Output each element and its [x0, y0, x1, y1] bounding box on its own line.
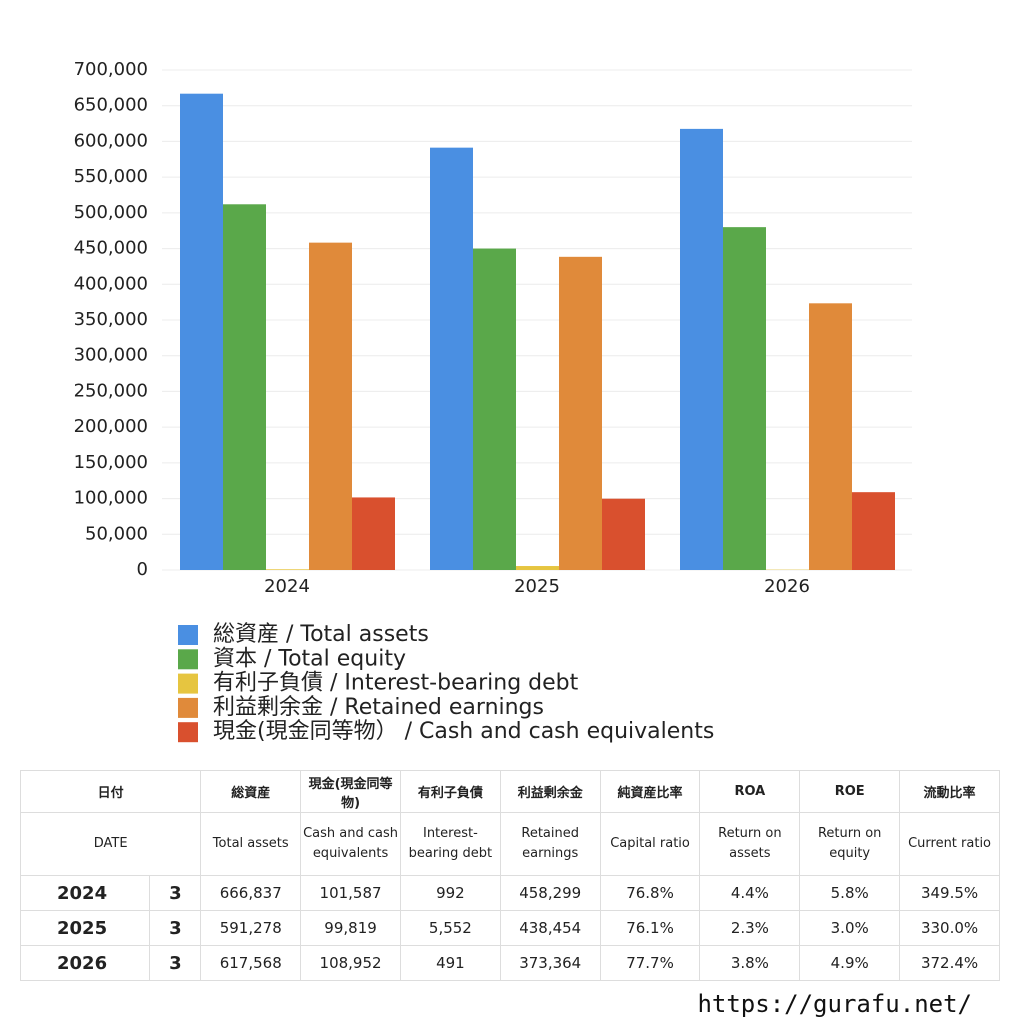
table-cell: 666,837 [200, 875, 302, 911]
table-cell: 101,587 [300, 875, 401, 911]
header-cell: Interest-bearing debt [399, 812, 501, 876]
table-cell: 108,952 [300, 945, 401, 981]
table-row: 2024 3 666,837 101,587 992 458,299 76.8% 4.4% 5.… [19, 875, 1000, 911]
bar [266, 569, 309, 570]
bar [680, 128, 723, 570]
table-cell: 4.9% [799, 945, 901, 981]
bar [516, 566, 559, 570]
header-cell: 総資産 [200, 770, 302, 813]
table-cell: 76.8% [599, 875, 701, 911]
table-cell: 2024 [19, 875, 151, 911]
data-table: 日付 総資産 現金(現金同等物) 有利子負債 利益剰余金 純資産比率 ROA ROE 流動比率 D… [19, 770, 1000, 981]
legend-label: 有利子負債 / Interest-bearing debt [213, 671, 579, 696]
legend-swatch [178, 673, 198, 694]
y-tick-label: 300,000 [74, 345, 148, 366]
y-tick-label: 250,000 [74, 380, 148, 401]
y-tick-label: 650,000 [74, 95, 148, 116]
bar [473, 248, 516, 571]
table-cell: 349.5% [899, 875, 1000, 911]
legend-label: 資本 / Total equity [213, 646, 406, 671]
table-cell: 99,819 [300, 910, 401, 946]
legend-swatch [178, 649, 198, 670]
header-cell: 利益剰余金 [499, 770, 601, 813]
table-cell: 3.0% [799, 910, 901, 946]
legend-swatch [178, 625, 198, 645]
bar [559, 256, 602, 570]
header-row: 日付 総資産 現金(現金同等物) 有利子負債 利益剰余金 純資産比率 ROA ROE 流動比率 [19, 770, 1000, 813]
bar [852, 492, 895, 570]
table-cell: 330.0% [899, 910, 1000, 946]
table-cell: 438,454 [499, 910, 601, 946]
table-cell: 77.7% [599, 945, 701, 981]
x-tick-label: 2026 [764, 576, 810, 597]
bar [352, 497, 395, 570]
legend-swatch [178, 722, 198, 743]
table-cell: 4.4% [699, 875, 801, 911]
x-tick-label: 2024 [264, 576, 310, 597]
table-cell: 2026 [19, 945, 151, 981]
header-cell: 有利子負債 [399, 770, 501, 813]
table-cell: 5,552 [399, 910, 501, 946]
legend-label: 現金(現金同等物） / Cash and cash equivalents [213, 719, 714, 744]
table-cell: 3.8% [699, 945, 801, 981]
table-cell: 373,364 [499, 945, 601, 981]
header-cell: Capital ratio [599, 812, 701, 876]
header-cell: 日付 [19, 770, 202, 813]
bar [809, 303, 852, 570]
table-cell: 3 [149, 875, 202, 911]
x-tick-label: 2025 [514, 576, 560, 597]
y-tick-label: 100,000 [74, 488, 148, 509]
table-cell: 2.3% [699, 910, 801, 946]
table-cell: 491 [399, 945, 501, 981]
legend-swatch [178, 697, 198, 718]
y-tick-label: 550,000 [74, 166, 148, 187]
table-cell: 617,568 [200, 945, 302, 981]
header-cell: 純資産比率 [599, 770, 701, 813]
y-tick-label: 350,000 [74, 309, 148, 330]
y-tick-label: 400,000 [74, 273, 148, 294]
y-tick-label: 500,000 [74, 202, 148, 223]
header-cell: ROE [799, 770, 901, 813]
chart: 0 50,000 100,000 150,000 200,000 250,000 300,0… [74, 59, 912, 744]
table-row: 2026 3 617,568 108,952 491 373,364 77.7% 3.8% 4.… [19, 945, 1000, 981]
table-cell: 3 [149, 910, 202, 946]
y-tick-label: 200,000 [74, 416, 148, 437]
y-tick-label: 50,000 [85, 523, 148, 544]
header-cell: Return on assets [699, 812, 801, 876]
table-cell: 5.8% [799, 875, 901, 911]
header-row: DATE Total assets Cash and cash equivalent… [19, 812, 1000, 876]
header-cell: Cash and cash equivalents [300, 812, 401, 876]
header-cell: Return on equity [799, 812, 901, 876]
table-cell: 2025 [19, 910, 151, 946]
header-cell: 現金(現金同等物) [300, 770, 401, 813]
bar [430, 147, 473, 570]
table-row: 2025 3 591,278 99,819 5,552 438,454 76.1% 2.3% 3… [19, 910, 1000, 946]
y-tick-label: 450,000 [74, 238, 148, 259]
table-cell: 458,299 [499, 875, 601, 911]
legend-label: 利益剰余金 / Retained earnings [213, 695, 544, 720]
table-cell: 76.1% [599, 910, 701, 946]
footer-url: https://gurafu.net/ [697, 990, 972, 1018]
bar [180, 93, 223, 570]
header-cell: Current ratio [899, 812, 1000, 876]
table-cell: 591,278 [200, 910, 302, 946]
bar [602, 498, 645, 570]
y-tick-label: 600,000 [74, 130, 148, 151]
legend-label: 総資産 / Total assets [213, 622, 429, 647]
table-cell: 992 [399, 875, 501, 911]
header-cell: ROA [699, 770, 801, 813]
bar [723, 227, 766, 570]
bar [223, 204, 266, 571]
header-cell: Retained earnings [499, 812, 601, 876]
header-cell: 流動比率 [899, 770, 1000, 813]
header-cell: Total assets [200, 812, 302, 876]
table-cell: 372.4% [899, 945, 1000, 981]
y-tick-label: 700,000 [74, 59, 148, 80]
header-cell: DATE [19, 812, 202, 876]
y-tick-label: 0 [137, 559, 148, 580]
table-cell: 3 [149, 945, 202, 981]
y-tick-label: 150,000 [74, 452, 148, 473]
bar [309, 242, 352, 571]
